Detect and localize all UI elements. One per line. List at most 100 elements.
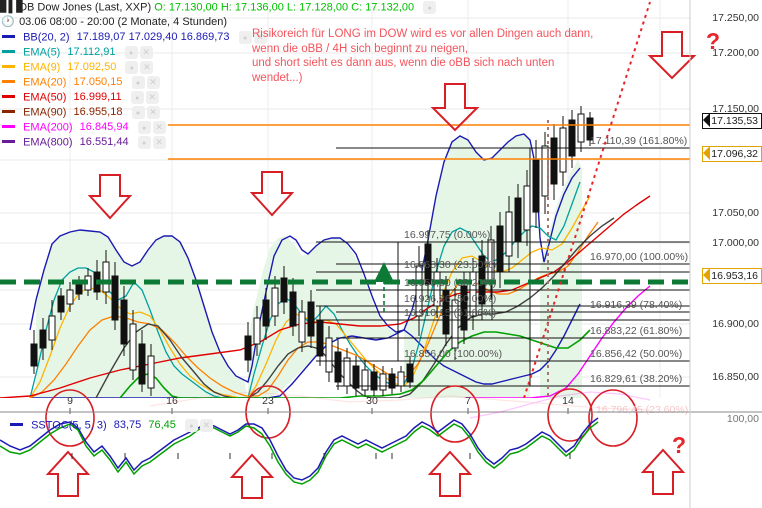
ema9-color-swatch	[2, 65, 15, 68]
red-down-arrow-annotations	[90, 32, 694, 218]
subpanel-ghost-series	[150, 392, 650, 418]
bb-row-buttons[interactable]: ✕	[238, 30, 269, 45]
timeframe-label: 03.06 08:00 - 20:00 (2 Monate, 4 Stunden…	[19, 16, 227, 28]
bb-values: 17.189,07 17.029,40 16.869,73	[76, 31, 230, 44]
annotation-line-1: Risikoreich für LONG im DOW wird es vor …	[252, 28, 594, 40]
settings-icon[interactable]	[131, 75, 145, 89]
ema200-row-buttons[interactable]: ✕	[137, 120, 168, 135]
clock-icon: 🕐	[1, 16, 15, 28]
red-up-arrow-annotations	[48, 450, 683, 498]
ema-50-line	[0, 196, 650, 398]
ema200-color-swatch	[2, 125, 15, 128]
ema5-color-swatch	[2, 50, 15, 53]
svg-text:16.910,15 (61.80%): 16.910,15 (61.80%)	[404, 307, 496, 319]
date-axis: 9 16 23 30 7 14	[0, 395, 762, 414]
ema5-values: 17.112,91	[67, 46, 116, 59]
sub-axis-label: 100,00	[726, 413, 759, 425]
annotation-line-3: und short sieht es dann aus, wenn die oB…	[252, 57, 555, 69]
ema9-row-buttons[interactable]: ✕	[125, 60, 155, 75]
price-axis[interactable]: 17.250,00 17.200,00 17.150,00 17.050,00 …	[690, 0, 762, 508]
legend-item-ema5[interactable]: EMA(5) 17.112,91 ✕	[0, 45, 700, 60]
candlestick-series-3	[416, 106, 593, 360]
legend-item-ema200[interactable]: EMA(200) 16.845,94 ✕	[0, 120, 700, 135]
settings-icon[interactable]	[125, 60, 139, 74]
legend-item-bb[interactable]: BB(20, 2) 17.189,07 17.029,40 16.869,73 …	[0, 30, 700, 45]
close-icon[interactable]: ✕	[145, 90, 159, 104]
annotation-line-4: wendet...)	[252, 71, 303, 84]
ema90-values: 16.955,18	[73, 106, 123, 119]
ema50-row-buttons[interactable]: ✕	[130, 90, 161, 105]
sstoc-row-buttons[interactable]: ✕	[184, 419, 215, 432]
settings-icon[interactable]	[137, 135, 151, 149]
close-icon[interactable]: ✕	[253, 30, 267, 44]
settings-icon[interactable]	[131, 105, 145, 119]
price-tag-level-2[interactable]: 17.096,32	[702, 146, 762, 162]
svg-text:7: 7	[465, 395, 471, 407]
price-tag-last[interactable]: 17.135,53	[702, 113, 762, 129]
price-axis-label: 16.900,00	[712, 318, 759, 330]
settings-icon[interactable]	[130, 90, 144, 104]
sstoc-value-1: 83,75	[113, 419, 142, 432]
settings-icon[interactable]	[137, 120, 151, 134]
settings-icon[interactable]	[184, 419, 198, 432]
legend-item-ema800[interactable]: EMA(800) 16.551,44 ✕	[0, 135, 700, 150]
ema800-color-swatch	[2, 140, 15, 143]
price-axis-label: 17.150,00	[712, 103, 759, 115]
close-icon[interactable]: ✕	[146, 105, 160, 119]
ema5-row-buttons[interactable]: ✕	[124, 45, 155, 60]
price-tag-level-3[interactable]: 16.953,16	[702, 268, 762, 284]
close-icon[interactable]: ✕	[199, 419, 213, 432]
ema20-row-buttons[interactable]: ✕	[131, 75, 162, 90]
fib-labels-left: 16.997,75 (0.00%) 16.968,30 (23.60%) 16.…	[404, 229, 502, 360]
green-up-arrow-annotation	[374, 262, 394, 312]
price-axis-label: 17.000,00	[712, 237, 759, 249]
svg-text:16.916,39 (78.40%): 16.916,39 (78.40%)	[590, 299, 682, 311]
close-icon[interactable]: ✕	[140, 60, 154, 74]
ema800-name: EMA(800)	[23, 136, 73, 149]
svg-text:16.968,30 (23.60%): 16.968,30 (23.60%)	[404, 259, 496, 271]
close-icon[interactable]: ✕	[146, 75, 160, 89]
legend-item-ema20[interactable]: EMA(20) 17.050,15 ✕	[0, 75, 700, 90]
question-mark-top: ?	[706, 28, 721, 54]
close-icon[interactable]: ✕	[139, 45, 153, 59]
ema50-name: EMA(50)	[23, 91, 67, 104]
symbol-row-buttons[interactable]	[423, 0, 438, 15]
settings-icon[interactable]	[423, 0, 437, 14]
price-axis-label: 17.050,00	[712, 207, 759, 219]
ema20-values: 17.050,15	[73, 76, 123, 89]
legend-item-ema50[interactable]: EMA(50) 16.999,11 ✕	[0, 90, 700, 105]
ema9-name: EMA(9)	[23, 61, 61, 74]
price-axis-label: 17.250,00	[712, 12, 759, 24]
ema800-values: 16.551,44	[79, 136, 129, 149]
fib-lines-right	[336, 148, 690, 386]
fib-labels-right: 17.110,39 (161.80%) 16.970,00 (100.00%) …	[590, 135, 688, 416]
legend-item-ema9[interactable]: EMA(9) 17.092,50 ✕	[0, 60, 700, 75]
legend-timeframe-row: 🕐 03.06 08:00 - 20:00 (2 Monate, 4 Stund…	[0, 15, 700, 30]
settings-icon[interactable]	[238, 30, 252, 44]
ohlc-values: O: 17.130,00 H: 17.136,00 L: 17.128,00 C…	[154, 1, 415, 14]
svg-text:16.856,42 (50.00%): 16.856,42 (50.00%)	[590, 348, 682, 360]
ema50-color-swatch	[2, 95, 15, 98]
ema800-row-buttons[interactable]: ✕	[137, 135, 168, 150]
ema90-row-buttons[interactable]: ✕	[131, 105, 162, 120]
sstoc-name: SSTOC(5, 5, 3)	[31, 419, 107, 432]
sstoc-value-2: 76,45	[148, 419, 176, 432]
close-icon[interactable]: ✕	[152, 120, 166, 134]
svg-text:17.110,39 (161.80%): 17.110,39 (161.80%)	[590, 135, 687, 147]
legend-item-ema90[interactable]: EMA(90) 16.955,18 ✕	[0, 105, 700, 120]
symbol-label: DB Dow Jones (Last, XXP)	[19, 1, 152, 14]
svg-text:16.856,00 (100.00%): 16.856,00 (100.00%)	[404, 348, 502, 360]
svg-text:16.926,86 (50.00%): 16.926,86 (50.00%)	[404, 293, 496, 305]
close-icon[interactable]: ✕	[152, 135, 166, 149]
bollinger-lower-line	[30, 304, 580, 398]
svg-text:16.997,75 (0.00%): 16.997,75 (0.00%)	[404, 229, 490, 241]
candlestick-series-2	[245, 266, 413, 396]
price-axis-label: 16.850,00	[712, 371, 759, 383]
svg-text:16.883,22 (61.80%): 16.883,22 (61.80%)	[590, 325, 682, 337]
sstoc-legend[interactable]: SSTOC(5, 5, 3) 83,75 76,45 ✕	[8, 419, 215, 432]
candlestick-icon: ▊▌▊	[0, 1, 25, 13]
sstoc-color-swatch	[10, 423, 23, 426]
settings-icon[interactable]	[124, 45, 138, 59]
